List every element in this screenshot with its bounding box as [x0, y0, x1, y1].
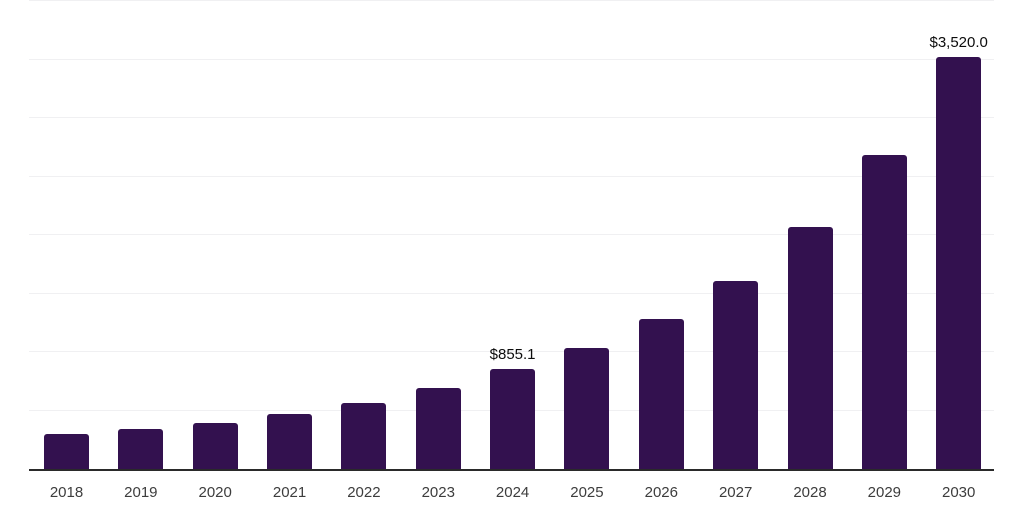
bar-2023 — [415, 388, 461, 469]
x-axis-label-2030: 2030 — [942, 484, 976, 501]
bar-2020 — [192, 423, 238, 469]
x-axis-label-2027: 2027 — [718, 484, 753, 501]
x-axis: 2018 2019 2020 2021 2022 2023 2024 2025 2026 2027… — [0, 484, 1024, 504]
gridline-1500 — [29, 292, 994, 294]
bar-2024 — [490, 368, 536, 469]
bar-2028 — [787, 227, 833, 469]
x-axis-label-2029: 2029 — [867, 484, 902, 501]
bar-2022 — [341, 403, 387, 469]
bar-2026 — [638, 319, 684, 469]
x-axis-label-2024: 2024 — [495, 484, 530, 501]
bar-2021 — [267, 414, 313, 469]
gridline-3000 — [29, 117, 994, 118]
gridline-2500 — [29, 175, 994, 177]
plot-area: $855.1 $3,520.0 — [29, 0, 994, 471]
gridline-1000 — [29, 351, 994, 352]
gridline-4000 — [29, 0, 994, 1]
bar-2027 — [713, 280, 759, 469]
x-axis-label-2020: 2020 — [198, 484, 232, 501]
gridline-2000 — [29, 234, 994, 235]
x-axis-label-2025: 2025 — [570, 484, 604, 501]
x-axis-label-2018: 2018 — [49, 484, 84, 501]
bar-2025 — [564, 348, 610, 469]
bar-2030 — [936, 57, 982, 469]
x-axis-label-2026: 2026 — [644, 484, 678, 501]
x-axis-label-2022: 2022 — [347, 484, 381, 501]
bar-2018 — [44, 434, 89, 469]
bar-2019 — [118, 429, 164, 469]
gridline-3500 — [29, 58, 994, 60]
x-axis-label-2023: 2023 — [421, 484, 455, 501]
x-axis-label-2019: 2019 — [124, 484, 158, 501]
bar-2029 — [861, 154, 907, 469]
x-axis-label-2028: 2028 — [793, 484, 827, 501]
bar-value-label-2030: $3,520.0 — [929, 34, 988, 52]
x-axis-line — [29, 469, 994, 471]
x-axis-label-2021: 2021 — [272, 484, 307, 501]
bar-value-label-2024: $855.1 — [489, 345, 536, 363]
